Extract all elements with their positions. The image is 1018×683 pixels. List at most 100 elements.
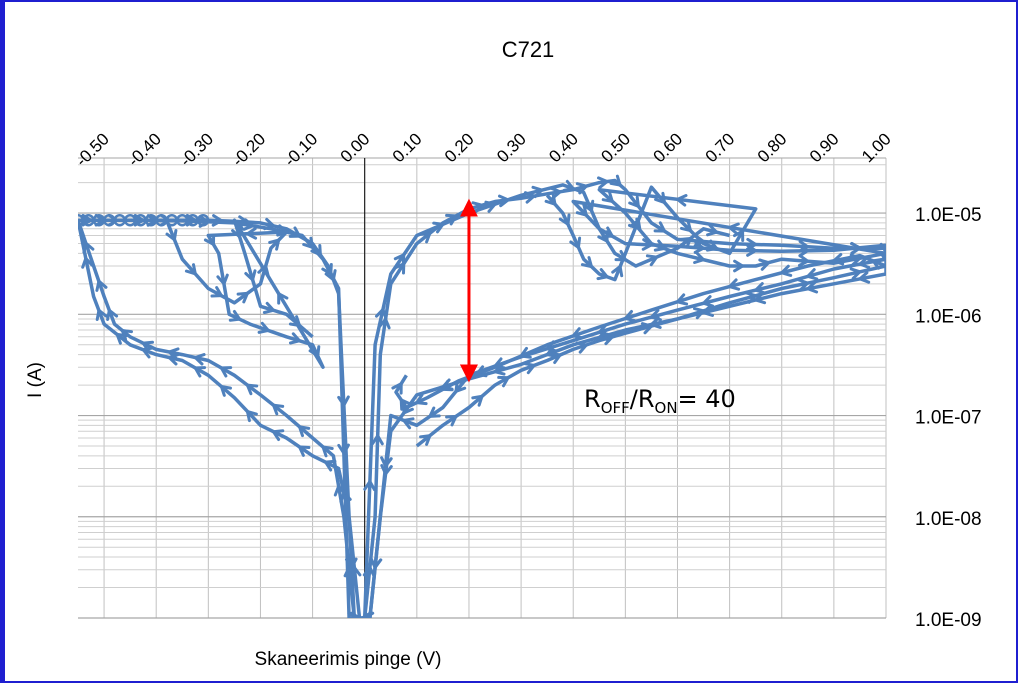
direction-arrow-icon	[752, 282, 767, 295]
direction-arrow-icon	[614, 249, 628, 262]
direction-arrow-icon	[523, 362, 537, 375]
direction-arrow-icon	[653, 239, 668, 252]
x-tick-label: -0.50	[72, 129, 113, 170]
direction-arrow-icon	[308, 345, 321, 359]
direction-arrow-icon	[321, 263, 333, 277]
direction-arrow-icon	[797, 278, 811, 291]
direction-arrow-icon	[218, 366, 233, 378]
direction-arrow-icon	[244, 227, 258, 240]
direction-arrow-icon	[427, 406, 441, 419]
direction-arrow-icon	[82, 240, 95, 254]
x-tick-label: 0.20	[441, 129, 478, 166]
direction-arrow-icon	[320, 444, 334, 458]
direction-arrow-icon	[870, 257, 884, 270]
direction-arrow-icon	[622, 310, 636, 323]
y-tick-label: 1.0E-07	[915, 408, 982, 429]
ratio-sub-off: OFF	[601, 399, 630, 417]
direction-arrow-icon	[570, 327, 584, 340]
direction-arrow-icon	[654, 191, 667, 205]
direction-arrow-icon	[106, 307, 119, 321]
direction-arrow-icon	[454, 380, 467, 394]
x-tick-label: -0.10	[281, 129, 322, 170]
point-marker	[196, 213, 210, 227]
direction-arrow-icon	[778, 264, 793, 277]
direction-arrow-icon	[758, 258, 772, 271]
direction-arrow-icon	[680, 220, 693, 233]
direction-arrow-icon	[857, 271, 871, 284]
ratio-value: = 40	[678, 385, 736, 413]
direction-arrow-icon	[333, 483, 347, 497]
direction-arrow-icon	[804, 281, 819, 294]
direction-arrow-icon	[262, 301, 277, 314]
direction-arrow-icon	[674, 293, 689, 306]
direction-arrow-icon	[596, 268, 610, 281]
direction-arrow-icon	[693, 251, 707, 264]
direction-arrow-icon	[245, 383, 259, 396]
x-tick-label: 0.40	[545, 129, 582, 166]
x-tick-label: 0.00	[337, 129, 374, 166]
direction-arrow-icon	[733, 259, 746, 273]
direction-arrow-icon	[575, 204, 589, 218]
direction-arrow-icon	[375, 306, 388, 320]
direction-arrow-icon	[597, 230, 609, 244]
x-tick-labels: -0.50 -0.40 -0.30 -0.20 -0.10 0.00 0.10 0.20 0.3…	[72, 129, 895, 170]
x-tick-label: 0.10	[389, 129, 426, 166]
direction-arrow-icon	[242, 218, 256, 231]
direction-arrow-icon	[562, 179, 576, 192]
direction-arrow-icon	[140, 346, 154, 359]
direction-arrow-icon	[393, 252, 406, 266]
x-axis-label: Skaneerimis pinge (V)	[255, 649, 442, 670]
x-tick-label: 0.30	[493, 129, 530, 166]
y-tick-label: 1.0E-05	[915, 205, 982, 226]
direction-arrow-icon	[679, 236, 693, 249]
direction-arrow-icon	[219, 384, 232, 397]
direction-arrow-icon	[337, 443, 350, 457]
direction-arrow-icon	[569, 236, 582, 251]
direction-arrow-icon	[575, 341, 590, 354]
direction-arrow-icon	[611, 263, 624, 278]
direction-arrow-icon	[531, 185, 545, 199]
direction-arrow-icon	[549, 352, 563, 364]
y-tick-label: 1.0E-09	[915, 610, 982, 631]
direction-arrow-icon	[857, 256, 871, 269]
x-tick-label: -0.20	[228, 129, 269, 170]
direction-arrow-icon	[879, 242, 886, 256]
direction-arrow-icon	[471, 394, 485, 407]
direction-arrow-icon	[347, 611, 360, 618]
direction-arrow-icon	[81, 255, 94, 269]
direction-arrow-icon	[497, 375, 511, 388]
direction-arrow-icon	[628, 217, 641, 231]
direction-arrow-icon	[849, 267, 863, 280]
direction-arrow-icon	[805, 268, 819, 281]
direction-arrow-icon	[440, 379, 454, 392]
direction-arrow-icon	[289, 332, 303, 345]
direction-arrow-icon	[693, 307, 707, 320]
direction-arrow-icon	[700, 295, 714, 308]
direction-arrow-icon	[597, 176, 610, 189]
x-tick-label: -0.40	[124, 129, 165, 170]
direction-arrow-icon	[831, 253, 845, 266]
direction-arrow-icon	[445, 414, 459, 427]
ratio-r1: R	[584, 385, 601, 413]
direction-arrow-icon	[798, 254, 811, 267]
direction-arrow-icon	[192, 366, 207, 378]
y-tick-labels: 1.0E-05 1.0E-06 1.0E-07 1.0E-08 1.0E-09	[915, 205, 982, 631]
direction-arrow-icon	[414, 393, 428, 406]
x-tick-label: 0.50	[597, 129, 634, 166]
ratio-annotation: ROFF/RON= 40	[584, 385, 736, 417]
direction-arrow-icon	[558, 213, 571, 227]
direction-arrow-icon	[120, 328, 133, 341]
direction-arrow-icon	[798, 244, 811, 258]
direction-arrow-icon	[203, 233, 216, 247]
direction-arrow-icon	[706, 224, 720, 237]
direction-arrow-icon	[166, 347, 180, 360]
direction-arrow-icon	[580, 256, 594, 269]
direction-arrow-icon	[343, 564, 357, 578]
iv-curve	[78, 183, 886, 618]
direction-arrow-icon	[231, 226, 244, 240]
direction-arrow-icon	[726, 278, 741, 291]
direction-arrow-icon	[184, 263, 198, 276]
direction-arrow-icon	[380, 456, 393, 470]
direction-arrow-icon	[165, 229, 178, 243]
direction-arrow-icon	[277, 291, 289, 305]
